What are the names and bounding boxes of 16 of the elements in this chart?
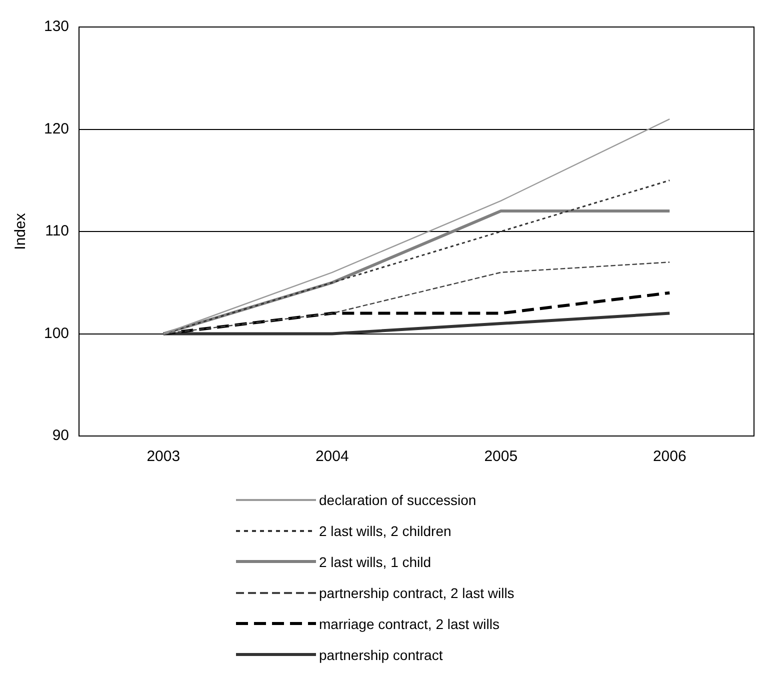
y-axis-title: Index <box>12 212 30 250</box>
legend-label: 2 last wills, 1 child <box>319 554 432 570</box>
y-tick-label: 100 <box>44 324 70 342</box>
legend-label: marriage contract, 2 last wills <box>319 616 500 632</box>
y-tick-label: 90 <box>52 427 70 444</box>
legend-label: declaration of succession <box>319 492 476 508</box>
legend-label: partnership contract <box>319 646 443 662</box>
y-tick-label: 130 <box>44 18 70 36</box>
legend-label: partnership contract, 2 last wills <box>319 584 514 600</box>
x-tick-label: 2005 <box>484 448 518 466</box>
x-tick-label: 2004 <box>315 448 349 466</box>
y-tick-label: 110 <box>45 222 70 240</box>
legend-label: 2 last wills, 2 children <box>319 522 452 538</box>
y-tick-label: 120 <box>44 120 70 138</box>
x-tick-label: 2003 <box>146 448 180 466</box>
x-tick-label: 2006 <box>652 448 686 466</box>
